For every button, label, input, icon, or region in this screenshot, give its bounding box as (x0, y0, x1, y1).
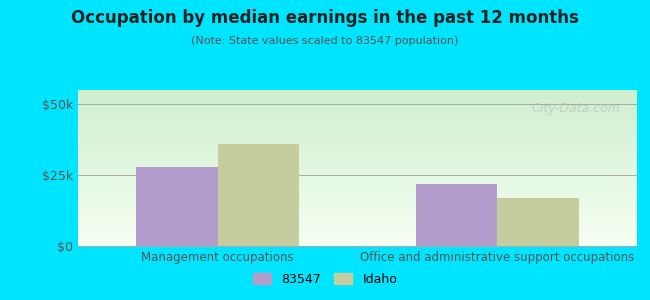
Text: (Note: State values scaled to 83547 population): (Note: State values scaled to 83547 popu… (191, 36, 459, 46)
Text: Occupation by median earnings in the past 12 months: Occupation by median earnings in the pas… (71, 9, 579, 27)
Text: City-Data.com: City-Data.com (531, 103, 620, 116)
Bar (497, 198, 578, 246)
Legend: 83547, Idaho: 83547, Idaho (248, 268, 402, 291)
Bar (218, 144, 299, 246)
Bar (136, 167, 218, 246)
Bar (416, 184, 497, 246)
